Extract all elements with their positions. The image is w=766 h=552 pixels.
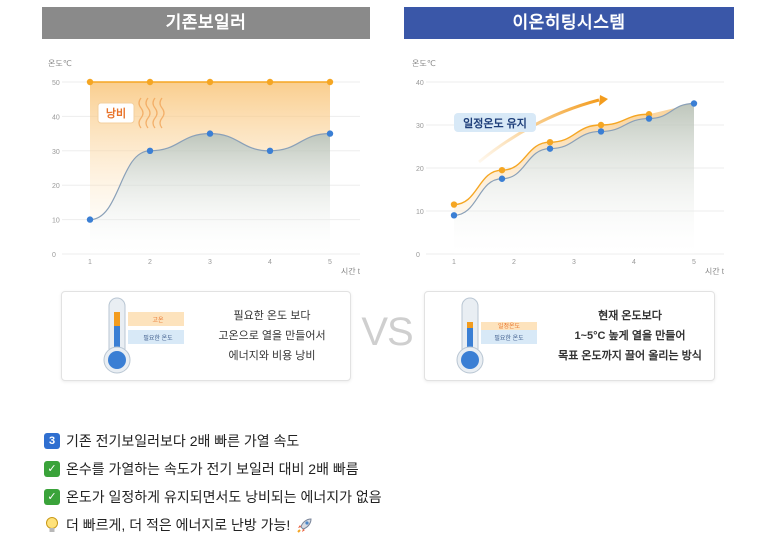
x-tick-label: 2 — [148, 259, 152, 266]
waste-annotation: 낭비 — [97, 97, 165, 129]
room-temp-point — [450, 212, 458, 219]
x-tick-label: 4 — [632, 259, 636, 266]
x-tick-label: 2 — [512, 259, 516, 266]
left-box-line-1: 필요한 온도 보다 — [233, 310, 311, 322]
y-tick-label: 0 — [52, 252, 56, 259]
right-box-line-2: 1~5°C 높게 열을 만들어 — [574, 330, 686, 342]
room-temp-point — [206, 130, 214, 137]
heat-waves-icon — [138, 97, 165, 129]
supply-temp-point — [326, 78, 334, 86]
y-tick-label: 20 — [52, 183, 60, 190]
rocket-icon — [297, 518, 312, 533]
ion-heating-chart: 0 10 20 30 40 1 2 3 4 5 온도℃ 시간 t 일정온도 유지 — [412, 59, 725, 276]
room-temp-point — [645, 115, 653, 122]
thermo-high-label: 고온 — [152, 317, 164, 324]
check-icon: ✓ — [44, 461, 60, 477]
supply-temp-point — [146, 78, 154, 86]
room-temp-line — [89, 132, 331, 221]
note-item: 더 빠르게, 더 적은 에너지로 난방 가능! — [44, 511, 382, 539]
waste-area — [90, 82, 330, 220]
left-y-axis-label: 온도℃ — [48, 59, 72, 68]
supply-temp-point — [498, 166, 506, 174]
left-x-axis-label: 시간 t — [341, 266, 361, 276]
rising-arrow-head — [599, 95, 608, 106]
x-tick-label: 1 — [88, 259, 92, 266]
room-temp-point — [86, 216, 94, 223]
room-temp-point — [146, 147, 154, 154]
room-temp-point — [597, 128, 605, 135]
y-tick-label: 50 — [52, 80, 60, 87]
thermo-need-label: 필요한 온도 — [143, 335, 173, 342]
note-text: 더 빠르게, 더 적은 에너지로 난방 가능! — [66, 517, 291, 533]
rising-arrow — [478, 98, 600, 164]
thermometer-icon: 고온 필요한 온도 — [103, 297, 184, 374]
waste-label: 낭비 — [106, 106, 126, 120]
right-box-line-3: 목표 온도까지 끌어 올리는 방식 — [558, 350, 702, 362]
left-box-line-2: 고온으로 열을 만들어서 — [218, 330, 326, 342]
lightbulb-icon — [46, 517, 58, 532]
thermometer-icon: 일정온도 필요한 온도 — [456, 297, 537, 374]
supply-temp-point — [86, 78, 94, 86]
temperature-area — [90, 133, 330, 254]
x-tick-label: 3 — [208, 259, 212, 266]
supply-temp-point — [450, 201, 458, 208]
notes-list: 3 기존 전기보일러보다 2배 빠른 가열 속도 ✓ 온수를 가열하는 속도가 … — [44, 427, 382, 539]
y-tick-label: 10 — [52, 218, 60, 225]
existing-boiler-info-box: 고온 필요한 온도 필요한 온도 보다 고온으로 열을 만들어서 에너지와 비용… — [61, 291, 351, 381]
y-tick-label: 20 — [416, 166, 424, 173]
supply-temp-point — [206, 78, 214, 86]
y-tick-label: 40 — [52, 114, 60, 121]
note-item: 3 기존 전기보일러보다 2배 빠른 가열 속도 — [44, 427, 382, 455]
supply-temp-point — [266, 78, 274, 86]
y-tick-label: 0 — [416, 252, 420, 259]
thermo-need-label: 필요한 온도 — [494, 335, 524, 342]
x-tick-label: 5 — [692, 259, 696, 266]
x-tick-label: 1 — [452, 259, 456, 266]
note-text: 온수를 가열하는 속도가 전기 보일러 대비 2배 빠름 — [66, 461, 359, 477]
ion-heating-info-box: 일정온도 필요한 온도 현재 온도보다 1~5°C 높게 열을 만들어 목표 온… — [424, 291, 715, 381]
constant-temp-label: 일정온도 유지 — [463, 116, 527, 130]
number-3-icon: 3 — [44, 433, 60, 449]
left-box-line-3: 에너지와 비용 낭비 — [228, 350, 316, 362]
note-item: ✓ 온수를 가열하는 속도가 전기 보일러 대비 2배 빠름 — [44, 455, 382, 483]
x-tick-label: 5 — [328, 259, 332, 266]
room-temp-point — [326, 130, 334, 137]
vs-label: VS — [361, 310, 413, 354]
x-tick-label: 3 — [572, 259, 576, 266]
y-tick-label: 30 — [52, 149, 60, 156]
room-temp-point — [266, 147, 274, 154]
x-tick-label: 4 — [268, 259, 272, 266]
note-text: 온도가 일정하게 유지되면서도 낭비되는 에너지가 없음 — [66, 489, 382, 505]
supply-temp-point — [546, 139, 554, 146]
y-tick-label: 10 — [416, 209, 424, 216]
room-temp-point — [690, 100, 698, 107]
right-x-axis-label: 시간 t — [705, 266, 725, 276]
thermo-constant-label: 일정온도 — [498, 322, 521, 330]
note-text: 기존 전기보일러보다 2배 빠른 가열 속도 — [66, 433, 300, 449]
constant-temp-annotation: 일정온도 유지 — [454, 113, 536, 132]
room-temp-point — [546, 145, 554, 152]
y-tick-label: 30 — [416, 123, 424, 130]
room-temp-point — [498, 175, 506, 182]
existing-boiler-chart: 0 10 20 30 40 50 1 2 3 4 5 온도℃ 시간 t 낭비 — [48, 59, 361, 276]
note-item: ✓ 온도가 일정하게 유지되면서도 낭비되는 에너지가 없음 — [44, 483, 382, 511]
temperature-area — [454, 103, 694, 254]
supply-temp-point — [597, 121, 605, 129]
right-y-axis-label: 온도℃ — [412, 59, 436, 68]
check-icon: ✓ — [44, 489, 60, 505]
right-box-line-1: 현재 온도보다 — [598, 310, 662, 322]
right-chart-header: 이온히팅시스템 — [404, 7, 734, 39]
y-tick-label: 40 — [416, 80, 424, 87]
left-chart-header: 기존보일러 — [42, 7, 370, 39]
